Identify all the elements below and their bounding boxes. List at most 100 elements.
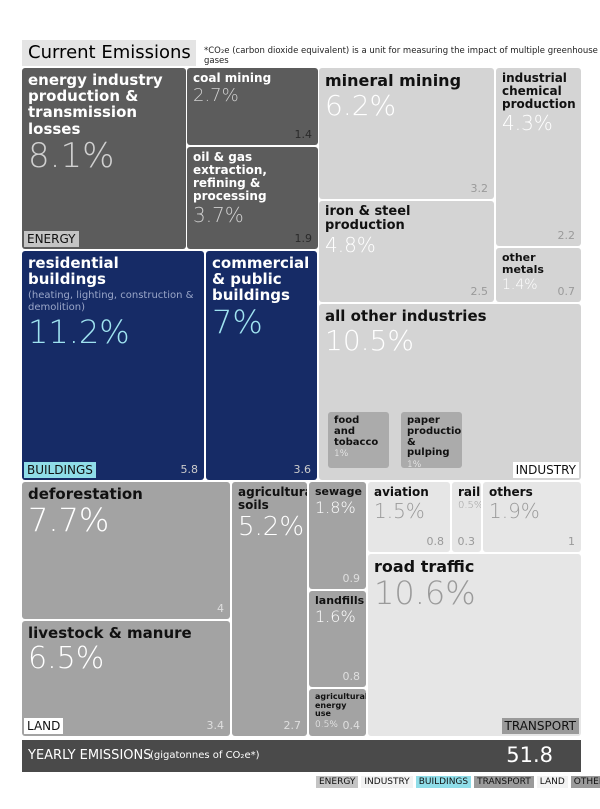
- tile-percent: 1.6%: [315, 606, 356, 626]
- tile-value: 5.8: [180, 463, 199, 476]
- group-label: TRANSPORT: [501, 718, 579, 734]
- total-bar: YEARLY EMISSIONS (gigatonnes of CO₂e*) 5…: [22, 740, 581, 772]
- footnote: *CO₂e (carbon dioxide equivalent) is a u…: [204, 46, 598, 66]
- tile-value: 2.7: [283, 719, 302, 732]
- tile-name: residential buildings: [28, 254, 119, 289]
- tile-percent: 6.5%: [28, 641, 105, 677]
- legend-entry: LAND: [536, 776, 568, 788]
- tile-name: sewage: [315, 485, 362, 498]
- tile-percent: 1.8%: [315, 497, 356, 517]
- tile-name: industrial chemical production: [502, 71, 576, 111]
- tile: industrial chemical production 4.3% 2.2: [496, 68, 581, 246]
- tile-value: 0.3: [457, 535, 476, 548]
- tile: deforestation 7.7% 4: [22, 482, 230, 619]
- tile-name: commercial & public buildings: [212, 254, 310, 305]
- tile-value: 3.4: [206, 719, 225, 732]
- legend-entry: INDUSTRY: [361, 776, 413, 788]
- tile-value: 3.6: [293, 463, 312, 476]
- tile: livestock & manure 6.5% 3.4 LAND: [22, 621, 230, 736]
- total-label: YEARLY EMISSIONS: [28, 748, 152, 763]
- tile-value: 0.9: [342, 572, 361, 585]
- tile-percent: 10.5%: [325, 324, 414, 358]
- tile: aviation 1.5% 0.8: [368, 482, 450, 552]
- tile-percent: 10.6%: [374, 574, 476, 613]
- tile-percent: 0.5%: [458, 499, 481, 511]
- tile-name: iron & steel production: [325, 204, 411, 234]
- tile: rail 0.5% 0.3: [452, 482, 481, 552]
- tile-name: others: [489, 485, 533, 499]
- legend-entry: ENERGY: [316, 776, 359, 788]
- group-label: BUILDINGS: [24, 462, 96, 478]
- tile-percent: 1.9%: [489, 498, 540, 523]
- tile-value: 2.5: [470, 285, 489, 298]
- tile-percent: 6.2%: [325, 89, 397, 123]
- legend-entry: OTHER: [570, 776, 600, 788]
- tile-value: 1: [568, 535, 575, 548]
- tile: sewage 1.8% 0.9: [309, 482, 366, 589]
- tile-name: all other industries: [325, 307, 487, 325]
- legend: ENERGY INDUSTRY BUILDINGS TRANSPORT LAND OTHE…: [316, 776, 600, 788]
- tile-value: 0.8: [426, 535, 445, 548]
- tile-percent: 5.2%: [238, 511, 305, 542]
- tile-name: agricultural energy use: [315, 692, 366, 719]
- tile: commercial & public buildings 7% 3.6: [206, 251, 317, 480]
- total-value: 51.8: [506, 743, 553, 767]
- tile-percent: 1%: [334, 449, 349, 460]
- tile-value: 0.8: [342, 670, 361, 683]
- legend-entry: TRANSPORT: [474, 776, 534, 788]
- tile-percent: 0.5%: [315, 719, 338, 730]
- tile-percent: 11.2%: [28, 313, 130, 352]
- tile: residential buildings (heating, lighting,…: [22, 251, 204, 480]
- tile: food and tobacco 1%: [328, 412, 389, 468]
- tile-subtitle: (heating, lighting, construction & demol…: [28, 290, 194, 314]
- group-label: INDUSTRY: [512, 462, 579, 478]
- tile: coal mining 2.7% 1.4: [187, 68, 318, 145]
- group-label: ENERGY: [24, 231, 79, 247]
- tile-value: 1.4: [294, 128, 313, 141]
- tile-name: agricultural soils: [238, 485, 307, 512]
- tile: other metals 1.4% 0.7: [496, 248, 581, 302]
- tile-name: energy industry production & transmissio…: [28, 71, 163, 138]
- tile-value: 1.9: [294, 232, 313, 245]
- tile-percent: 2.7%: [193, 84, 239, 106]
- tile-name: other metals: [502, 251, 544, 276]
- tile-percent: 7.7%: [28, 501, 110, 540]
- tile-value: 0.4: [342, 719, 361, 732]
- tile-value: 2.2: [557, 229, 576, 242]
- tile: oil & gas extraction, refining & process…: [187, 147, 318, 249]
- chart-title: Current Emissions: [22, 40, 196, 66]
- tile-name: oil & gas extraction, refining & process…: [193, 150, 267, 203]
- tile: agricultural energy use 0.5% 0.4: [309, 689, 366, 736]
- tile-name: deforestation: [28, 485, 143, 503]
- tile-percent: 8.1%: [28, 135, 115, 176]
- tile-name: food and tobacco: [334, 415, 379, 448]
- tile-name: coal mining: [193, 71, 272, 85]
- tile-value: 3.2: [470, 182, 489, 195]
- tile-percent: 7%: [212, 302, 263, 341]
- tile-name: livestock & manure: [28, 624, 192, 642]
- tile-value: 0.7: [557, 285, 576, 298]
- tile-percent: 4.8%: [325, 233, 376, 258]
- group-label: LAND: [24, 718, 64, 734]
- tile-percent: 1.4%: [502, 276, 538, 293]
- total-unit: (gigatonnes of CO₂e*): [150, 750, 260, 761]
- tile-name: mineral mining: [325, 71, 462, 90]
- tile-percent: 1.5%: [374, 498, 425, 523]
- tile: others 1.9% 1: [483, 482, 581, 552]
- tile: iron & steel production 4.8% 2.5: [319, 201, 494, 302]
- tile-name: road traffic: [374, 557, 475, 576]
- tile-name: landfills: [315, 594, 365, 607]
- tile: energy industry production & transmissio…: [22, 68, 186, 249]
- tile-name: rail: [458, 485, 481, 499]
- tile-percent: 3.7%: [193, 202, 244, 227]
- tile-percent: 1%: [407, 460, 422, 468]
- tile-name: aviation: [374, 485, 429, 499]
- tile: mineral mining 6.2% 3.2: [319, 68, 494, 199]
- legend-entry: BUILDINGS: [415, 776, 472, 788]
- tile-value: 4: [217, 602, 224, 615]
- tile-percent: 4.3%: [502, 110, 553, 135]
